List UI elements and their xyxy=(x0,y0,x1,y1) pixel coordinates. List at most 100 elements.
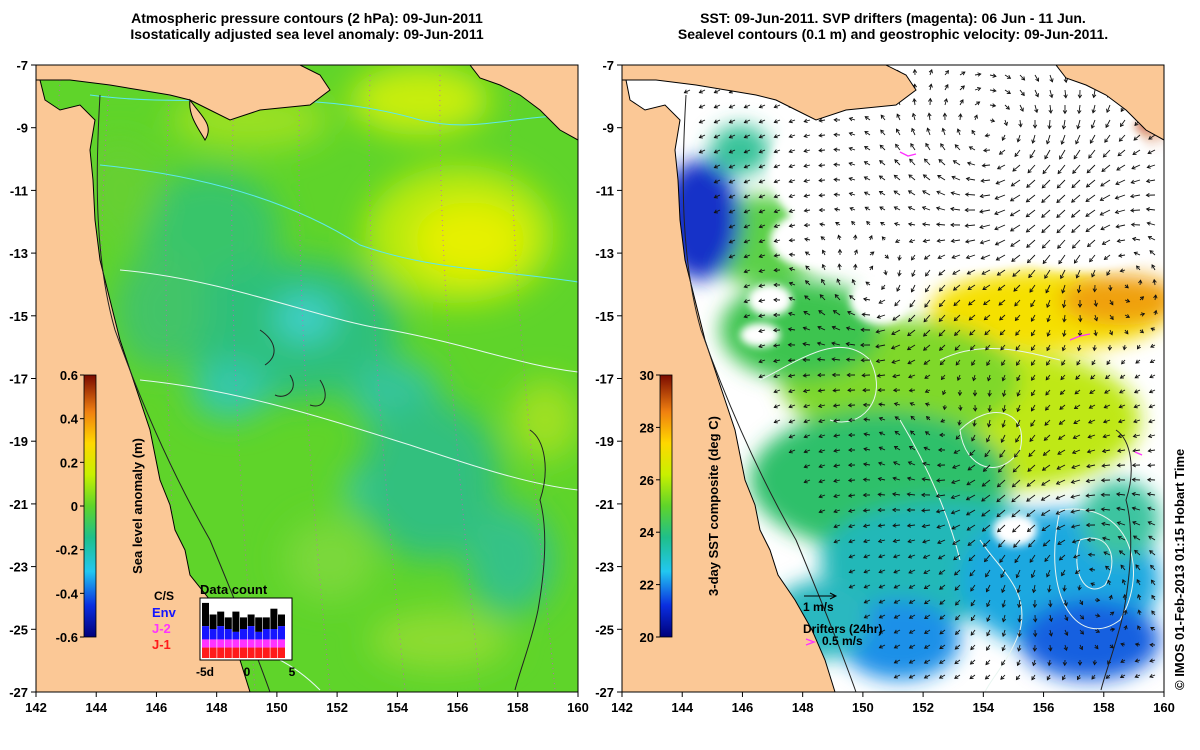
velocity-vector xyxy=(1102,537,1111,541)
velocity-vector xyxy=(970,629,976,636)
velocity-vector xyxy=(1078,284,1081,293)
velocity-vector xyxy=(966,479,976,486)
velocity-vector-head xyxy=(922,332,928,337)
velocity-vector-head xyxy=(1110,627,1116,632)
velocity-vector xyxy=(699,74,706,79)
velocity-vector xyxy=(969,329,976,336)
velocity-vector-head xyxy=(922,461,927,467)
velocity-vector xyxy=(982,524,991,532)
velocity-vector xyxy=(879,584,886,589)
velocity-vector-head xyxy=(802,326,807,331)
velocity-vector xyxy=(1029,554,1036,563)
velocity-vector-head xyxy=(940,375,945,381)
velocity-vector-head xyxy=(923,585,928,590)
velocity-vector-head xyxy=(912,68,918,74)
velocity-vector-head xyxy=(983,301,988,306)
velocity-vector xyxy=(1120,104,1126,112)
velocity-vector xyxy=(939,674,946,679)
velocity-vector xyxy=(1094,314,1098,321)
velocity-vector-head xyxy=(788,89,793,94)
velocity-vector xyxy=(1059,149,1066,160)
velocity-vector-head xyxy=(928,97,933,102)
velocity-vector xyxy=(1105,674,1111,679)
velocity-vector xyxy=(966,254,976,259)
velocity-vector-head xyxy=(878,416,883,421)
velocity-vector-head xyxy=(1073,554,1078,559)
velocity-vector-head xyxy=(1125,314,1131,318)
velocity-vector xyxy=(1056,194,1066,203)
velocity-vector xyxy=(893,461,901,466)
velocity-vector-head xyxy=(1026,528,1032,533)
velocity-vector-head xyxy=(999,558,1004,563)
velocity-vector xyxy=(729,119,736,124)
velocity-vector xyxy=(1121,359,1126,365)
velocity-vector xyxy=(1103,551,1111,556)
velocity-vector xyxy=(954,584,961,591)
left-frame xyxy=(35,64,579,693)
velocity-vector-head xyxy=(743,179,748,184)
inset-legend-j1: J-1 xyxy=(152,637,171,652)
velocity-vector xyxy=(893,524,901,527)
left-lat-tick-label: -13 xyxy=(9,246,28,261)
velocity-vector xyxy=(1073,149,1081,160)
velocity-vector xyxy=(894,674,901,679)
velocity-vector-head xyxy=(950,191,955,196)
velocity-vector xyxy=(1063,314,1066,322)
velocity-vector-head xyxy=(1151,594,1156,599)
velocity-vector xyxy=(849,207,856,211)
velocity-vector xyxy=(892,374,901,378)
velocity-vector-head xyxy=(896,287,901,292)
velocity-vector-head xyxy=(1140,312,1146,317)
velocity-vector-head xyxy=(758,298,763,303)
velocity-vector-head xyxy=(1001,136,1006,141)
velocity-vector-head xyxy=(1118,550,1124,555)
right-lon-tick-label: 146 xyxy=(732,700,754,715)
velocity-vector xyxy=(819,294,826,301)
left-axes: 142 144 146 148 150 152 154 156 158 160-7-9-11-13… xyxy=(9,58,589,715)
velocity-vector xyxy=(833,479,841,482)
velocity-vector-head xyxy=(1064,631,1069,636)
right-lat-tick-label: -13 xyxy=(595,246,614,261)
velocity-vector xyxy=(894,299,901,307)
velocity-vector xyxy=(1148,134,1156,140)
velocity-vector-head xyxy=(999,453,1004,458)
velocity-vector-head xyxy=(1030,573,1035,579)
velocity-vector xyxy=(965,239,976,243)
velocity-vector xyxy=(1102,464,1111,467)
velocity-vector xyxy=(789,119,796,123)
inset-xtick-5: 5 xyxy=(289,665,296,679)
velocity-vector xyxy=(952,464,961,469)
velocity-vector-head xyxy=(787,342,792,348)
velocity-vector-head xyxy=(1048,632,1053,637)
velocity-vector xyxy=(925,403,931,406)
velocity-vector xyxy=(974,115,978,121)
velocity-vector-head xyxy=(1123,624,1128,630)
velocity-vector-head xyxy=(863,432,868,437)
velocity-vector-head xyxy=(847,462,853,468)
velocity-vector-head xyxy=(1153,294,1158,299)
velocity-vector xyxy=(954,569,961,576)
velocity-vector-head xyxy=(1135,91,1140,97)
inset-bar-j2 xyxy=(278,639,285,648)
velocity-vector xyxy=(1041,194,1051,203)
velocity-vector-head xyxy=(1086,537,1091,543)
velocity-vector xyxy=(908,539,916,543)
velocity-vector xyxy=(1027,464,1036,472)
velocity-vector xyxy=(896,284,901,292)
velocity-vector-head xyxy=(1041,527,1046,532)
velocity-vector-head xyxy=(1150,327,1155,332)
velocity-vector-head xyxy=(938,332,943,337)
velocity-vector xyxy=(911,269,916,277)
velocity-vector xyxy=(878,524,886,527)
velocity-vector xyxy=(1101,164,1111,172)
velocity-vector-head xyxy=(1013,543,1018,548)
velocity-vector-head xyxy=(941,127,946,132)
velocity-vector xyxy=(989,89,996,92)
velocity-vector xyxy=(1138,610,1141,616)
velocity-vector xyxy=(909,299,916,308)
right-lon-tick-label: 160 xyxy=(1153,700,1175,715)
velocity-vector xyxy=(1063,329,1066,337)
velocity-vector-head xyxy=(893,402,899,407)
velocity-vector-head xyxy=(1063,78,1068,84)
velocity-vector-head xyxy=(936,462,942,468)
